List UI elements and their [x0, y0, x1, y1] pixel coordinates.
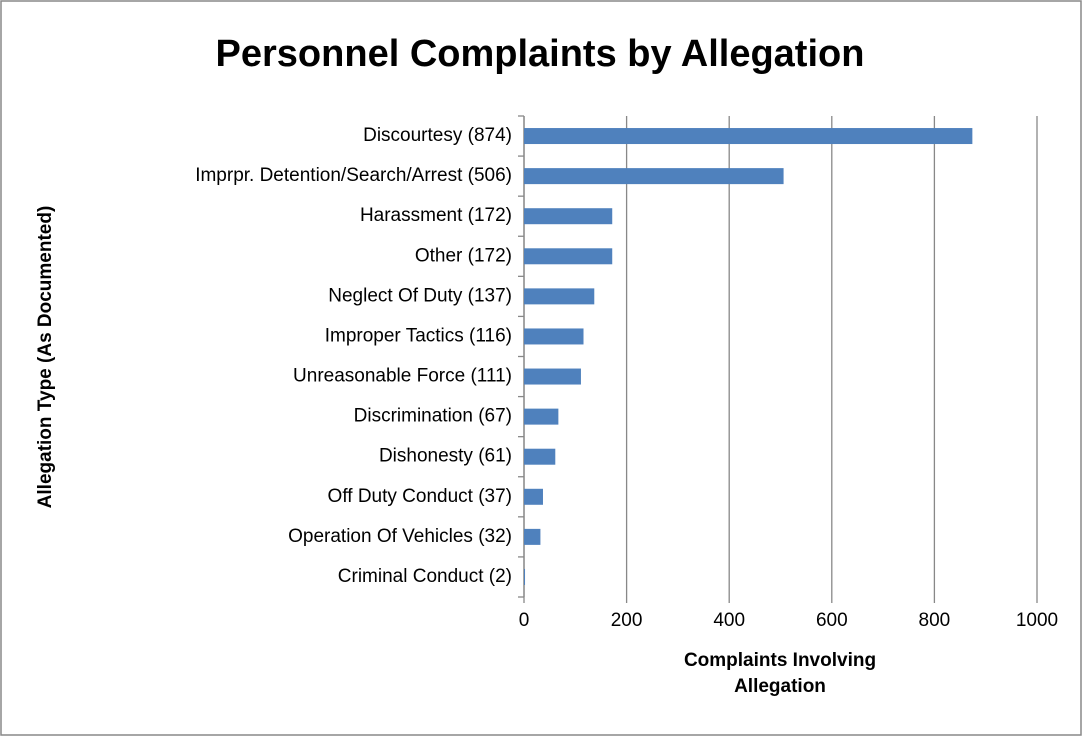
bar	[524, 288, 595, 305]
x-tick-label: 600	[816, 610, 848, 631]
y-tick-label: Improper Tactics (116)	[325, 325, 512, 346]
x-tick-label: 0	[519, 610, 530, 631]
y-tick-label: Other (172)	[415, 245, 512, 266]
bar	[524, 208, 613, 225]
x-tick-label: 1000	[1016, 610, 1058, 631]
y-tick-label: Harassment (172)	[360, 205, 512, 226]
y-tick-label: Discrimination (67)	[354, 406, 512, 427]
y-tick-label: Discourtesy (874)	[363, 125, 512, 146]
y-axis-title: Allegation Type (As Documented)	[35, 206, 56, 509]
bar	[524, 448, 556, 465]
bar	[524, 328, 584, 345]
y-tick-label: Dishonesty (61)	[379, 446, 512, 467]
x-tick-label: 400	[713, 610, 745, 631]
bar	[524, 128, 973, 145]
x-tick-label: 800	[919, 610, 951, 631]
y-tick-label: Operation Of Vehicles (32)	[288, 526, 512, 547]
y-tick-label: Off Duty Conduct (37)	[328, 486, 512, 507]
y-tick-label: Imprpr. Detention/Search/Arrest (506)	[195, 165, 512, 186]
bar	[524, 368, 581, 385]
bar	[524, 168, 784, 185]
bar	[524, 408, 559, 425]
chart-title: Personnel Complaints by Allegation	[216, 33, 865, 75]
bar	[524, 568, 526, 585]
y-tick-label: Neglect Of Duty (137)	[328, 285, 512, 306]
y-tick-label: Criminal Conduct (2)	[338, 566, 512, 587]
bar	[524, 528, 541, 545]
y-tick-label: Unreasonable Force (111)	[293, 366, 512, 387]
x-axis-title: Complaints Involving Allegation	[683, 650, 877, 697]
x-tick-label: 200	[611, 610, 643, 631]
bar	[524, 488, 543, 505]
bar	[524, 248, 613, 265]
